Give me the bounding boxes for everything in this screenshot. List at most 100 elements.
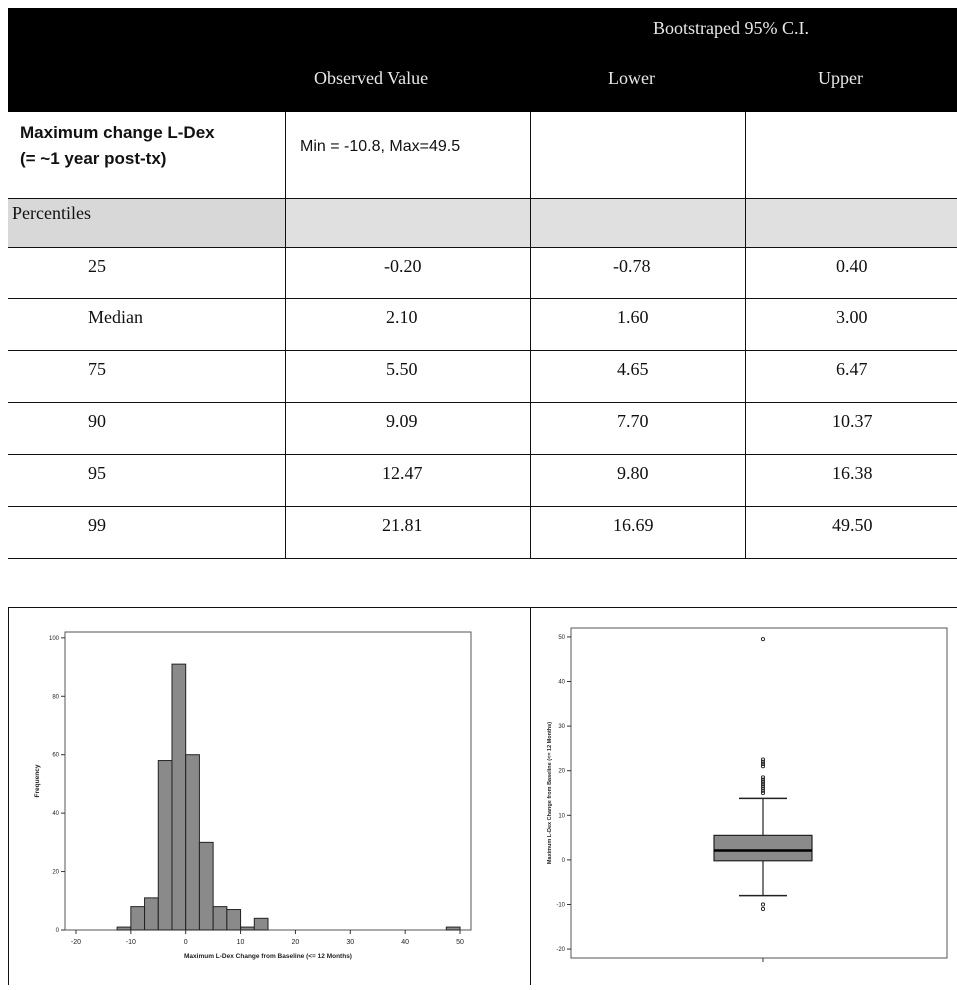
row-lower: 1.60	[617, 307, 649, 327]
table-row: 75 5.50 4.65 6.47	[8, 351, 957, 403]
histogram-plot-area	[64, 631, 472, 931]
boxplot-y-tick-label: 50	[558, 635, 565, 641]
histogram-bar	[130, 906, 146, 931]
summary-value-cell: Min = -10.8, Max=49.5	[285, 112, 530, 198]
percentiles-blank-cell	[285, 199, 530, 247]
summary-label-line2: (= ~1 year post-tx)	[20, 149, 167, 168]
col-upper-header: Upper	[818, 68, 863, 88]
histogram-chart: -20 -10 0 10 20 30 40 50 0 20 40 60 80 100 Maximum L-D…	[34, 631, 472, 960]
row-label: 90	[88, 411, 106, 431]
histogram-panel: -20 -10 0 10 20 30 40 50 0 20 40 60 80 100 Maximum L-D…	[8, 608, 530, 985]
histogram-y-tick-label: 0	[56, 928, 60, 934]
histogram-x-tick-label: 50	[456, 939, 464, 946]
results-table: Bootstraped 95% C.I. Observed Value Lowe…	[8, 8, 957, 985]
boxplot-outlier-point	[760, 777, 766, 782]
row-lower: 16.69	[613, 515, 654, 535]
summary-upper-cell	[745, 112, 957, 198]
boxplot-outlier-point	[760, 775, 766, 780]
row-upper: 0.40	[836, 256, 868, 276]
boxplot-y-tick-label: 30	[558, 724, 565, 730]
boxplot-outlier-point	[760, 757, 766, 762]
boxplot-y-tick-label: 40	[558, 680, 565, 686]
summary-row: Maximum change L-Dex (= ~1 year post-tx)…	[8, 112, 957, 199]
histogram-bar	[198, 841, 214, 931]
histogram-bar	[212, 906, 228, 931]
histogram-y-tick-label: 80	[52, 694, 59, 700]
boxplot-panel: -20 -10 0 10 20 30 40 50 Maximum L-Dex Change fr…	[530, 608, 957, 985]
ci-group-header: Bootstraped 95% C.I.	[653, 18, 809, 38]
row-lower: 4.65	[617, 359, 649, 379]
row-observed: 2.10	[386, 307, 418, 327]
histogram-bar	[171, 663, 187, 931]
boxplot-chart: -20 -10 0 10 20 30 40 50 Maximum L-Dex Change fr…	[547, 627, 948, 962]
histogram-y-tick-label: 100	[49, 636, 60, 642]
row-label: 95	[88, 463, 106, 483]
boxplot-y-tick-label: -20	[556, 947, 565, 953]
histogram-x-tick-label: -10	[126, 939, 136, 946]
histogram-y-tick-label: 40	[52, 811, 59, 817]
boxplot-y-tick-label: 20	[558, 769, 565, 775]
table-row: 90 9.09 7.70 10.37	[8, 403, 957, 455]
row-lower: 9.80	[617, 463, 649, 483]
histogram-x-tick-label: 0	[184, 939, 188, 946]
row-upper: 3.00	[836, 307, 868, 327]
row-observed: 5.50	[386, 359, 418, 379]
row-upper: 49.50	[832, 515, 873, 535]
spacer-row	[8, 559, 957, 608]
histogram-bar	[226, 909, 242, 931]
histogram-bar	[240, 926, 255, 931]
histogram-y-axis-label: Frequency	[34, 764, 41, 797]
boxplot-outlier-point	[760, 637, 766, 642]
histogram-bar	[253, 917, 269, 931]
row-lower: -0.78	[613, 256, 651, 276]
summary-lower-cell	[530, 112, 745, 198]
boxplot-outlier-point	[760, 786, 766, 791]
histogram-x-tick-label: 20	[292, 939, 300, 946]
boxplot-outlier-point	[760, 764, 766, 769]
table-row: 99 21.81 16.69 49.50	[8, 507, 957, 559]
histogram-bar	[157, 760, 173, 931]
row-label: 25	[88, 256, 106, 276]
col-observed-header: Observed Value	[314, 68, 429, 88]
boxplot-outlier-point	[760, 784, 766, 789]
histogram-y-tick-label: 20	[52, 870, 59, 876]
row-observed: 21.81	[382, 515, 423, 535]
histogram-bar	[185, 754, 200, 931]
percentiles-blank-cell	[530, 199, 745, 247]
summary-value: Min = -10.8, Max=49.5	[300, 138, 461, 155]
table-row: Median 2.10 1.60 3.00	[8, 299, 957, 351]
row-lower: 7.70	[617, 411, 649, 431]
col-lower-header: Lower	[608, 68, 655, 88]
boxplot-outlier-point	[760, 759, 766, 764]
table-row: 95 12.47 9.80 16.38	[8, 455, 957, 507]
histogram-x-tick-label: 10	[237, 939, 245, 946]
percentiles-blank-cell	[745, 199, 957, 247]
boxplot-outlier-point	[760, 902, 766, 907]
row-observed: 12.47	[382, 463, 423, 483]
histogram-x-tick-label: 30	[346, 939, 354, 946]
boxplot-outlier-point	[760, 788, 766, 793]
histogram-bar	[116, 926, 132, 931]
boxplot-outlier-point	[760, 782, 766, 787]
row-upper: 10.37	[832, 411, 873, 431]
histogram-bar	[144, 897, 159, 931]
percentiles-label: Percentiles	[12, 203, 91, 223]
row-label: 99	[88, 515, 106, 535]
boxplot-outlier-point	[760, 790, 766, 796]
row-upper: 6.47	[836, 359, 868, 379]
row-observed: 9.09	[386, 411, 418, 431]
histogram-x-axis-label: Maximum L-Dex Change from Baseline (<= 1…	[184, 953, 352, 960]
summary-label-cell: Maximum change L-Dex (= ~1 year post-tx)	[8, 112, 285, 198]
row-upper: 16.38	[832, 463, 873, 483]
row-observed: -0.20	[384, 256, 422, 276]
histogram-x-tick-label: 40	[401, 939, 409, 946]
boxplot-outlier-point	[760, 906, 766, 911]
summary-label-line1: Maximum change L-Dex	[20, 123, 215, 142]
boxplot-y-tick-label: 0	[562, 858, 566, 864]
boxplot-outlier-point	[760, 761, 766, 767]
percentiles-section-row: Percentiles	[8, 199, 957, 248]
boxplot-y-tick-label: 10	[558, 813, 565, 819]
histogram-bar	[445, 926, 461, 931]
boxplot-y-tick-label: -10	[556, 902, 565, 908]
table-header: Bootstraped 95% C.I. Observed Value Lowe…	[8, 8, 957, 112]
